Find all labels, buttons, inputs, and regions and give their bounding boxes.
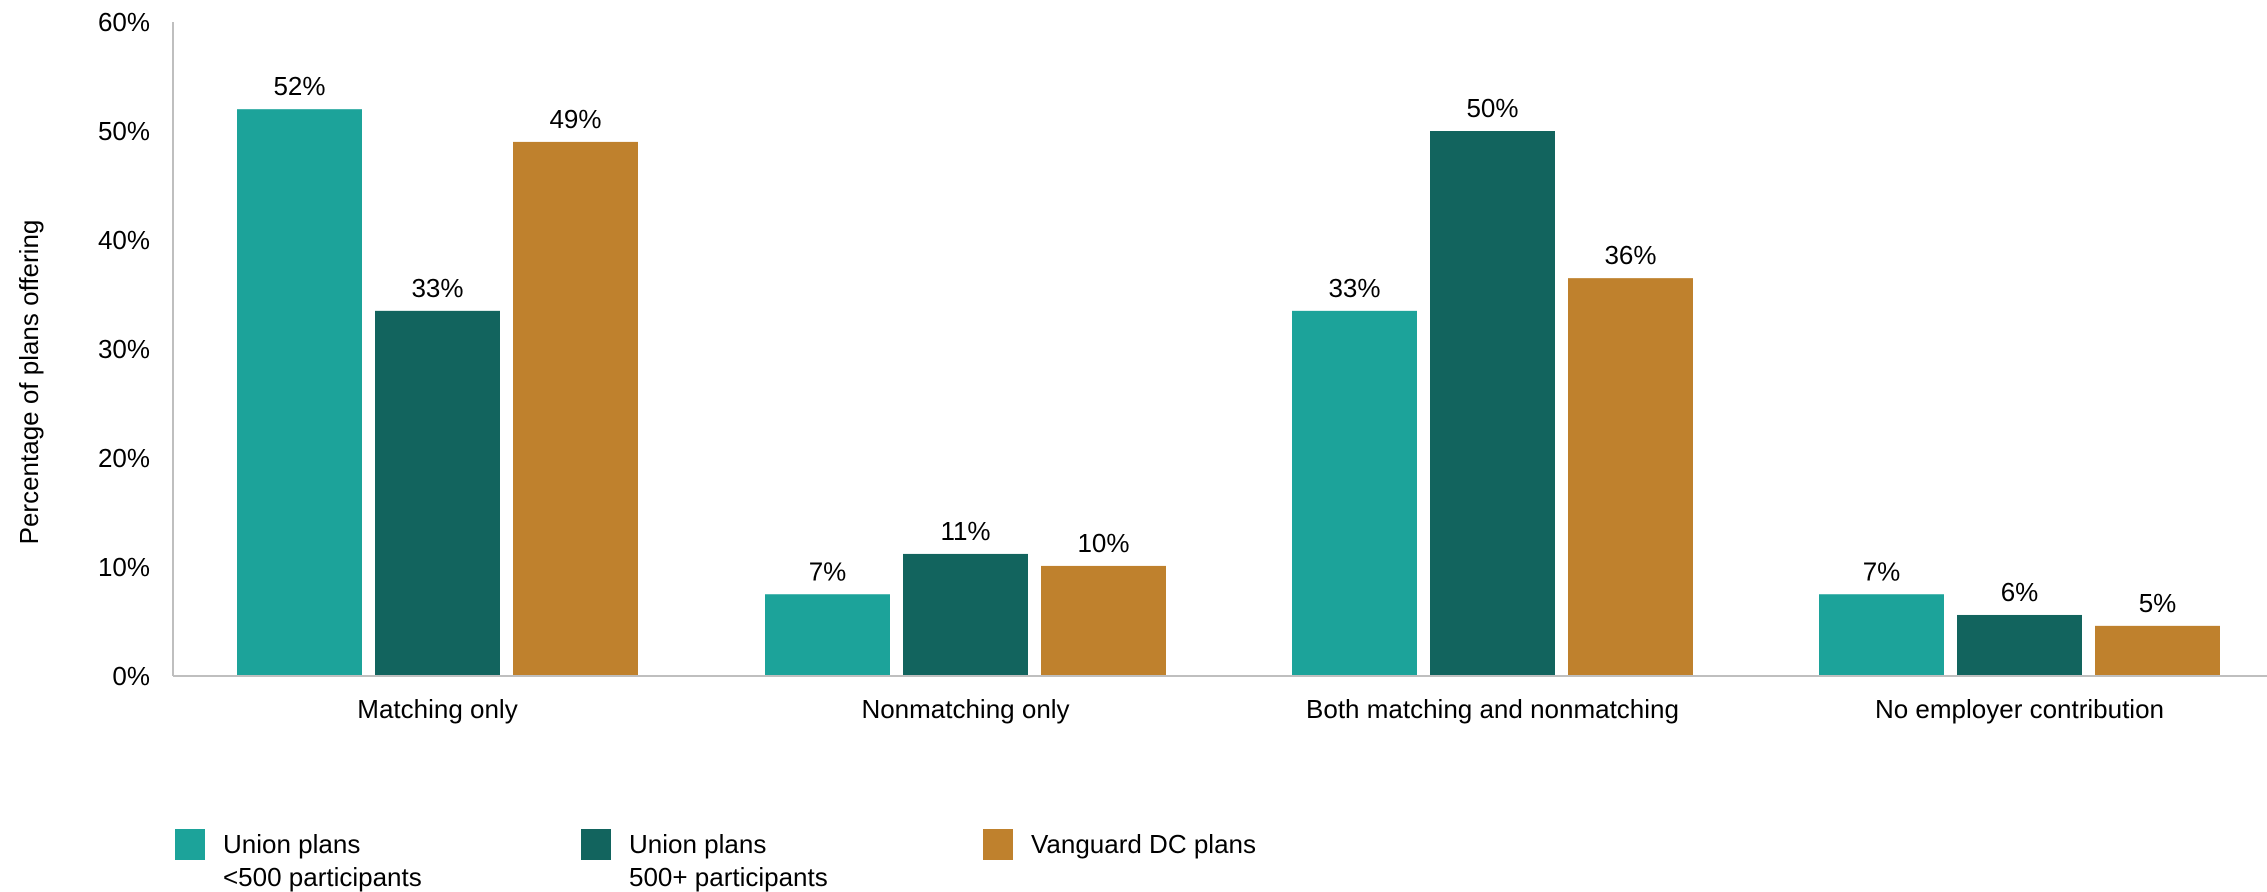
category-label: Both matching and nonmatching: [1306, 694, 1679, 724]
bar: [1568, 278, 1693, 676]
bars: [237, 109, 2220, 676]
bar: [237, 109, 362, 676]
data-label: 33%: [1328, 273, 1380, 303]
y-tick-label: 60%: [98, 7, 150, 37]
legend-label: 500+ participants: [629, 862, 828, 892]
y-tick-label: 40%: [98, 225, 150, 255]
y-tick-label: 10%: [98, 552, 150, 582]
data-label: 7%: [1863, 556, 1901, 586]
bar: [2095, 625, 2220, 676]
y-tick-label: 30%: [98, 334, 150, 364]
legend-label: Union plans: [629, 829, 766, 859]
legend-label: Vanguard DC plans: [1031, 829, 1256, 859]
data-label: 6%: [2001, 577, 2039, 607]
bar: [1819, 594, 1944, 676]
data-label: 49%: [549, 104, 601, 134]
legend-label: Union plans: [223, 829, 360, 859]
legend-label: <500 participants: [223, 862, 422, 892]
data-label: 36%: [1604, 240, 1656, 270]
data-label: 33%: [411, 273, 463, 303]
legend-swatch: [175, 829, 205, 860]
y-tick-label: 50%: [98, 116, 150, 146]
data-label: 52%: [273, 71, 325, 101]
data-label: 10%: [1077, 528, 1129, 558]
data-labels: 52% 33% 49% 7% 11% 10% 33% 50% 36% 7% 6% 5%: [273, 71, 2176, 618]
bar: [765, 594, 890, 676]
bar: [1292, 310, 1417, 676]
bar: [1041, 565, 1166, 676]
category-label: Nonmatching only: [861, 694, 1069, 724]
legend-swatch: [983, 829, 1013, 860]
legend-swatch: [581, 829, 611, 860]
y-axis: 0% 10% 20% 30% 40% 50% 60%: [98, 7, 174, 691]
y-tick-label: 0%: [112, 661, 150, 691]
data-label: 7%: [809, 556, 847, 586]
bar: [1430, 131, 1555, 676]
bar: [1957, 614, 2082, 676]
bar: [513, 141, 638, 676]
y-tick-label: 20%: [98, 443, 150, 473]
category-label: Matching only: [357, 694, 517, 724]
category-label: No employer contribution: [1875, 694, 2164, 724]
bar: [375, 310, 500, 676]
bar: [903, 553, 1028, 676]
x-axis: Matching only Nonmatching only Both matchi…: [173, 675, 2267, 724]
data-label: 50%: [1466, 93, 1518, 123]
data-label: 5%: [2139, 588, 2177, 618]
y-axis-title: Percentage of plans offering: [14, 220, 44, 545]
data-label: 11%: [940, 516, 990, 546]
